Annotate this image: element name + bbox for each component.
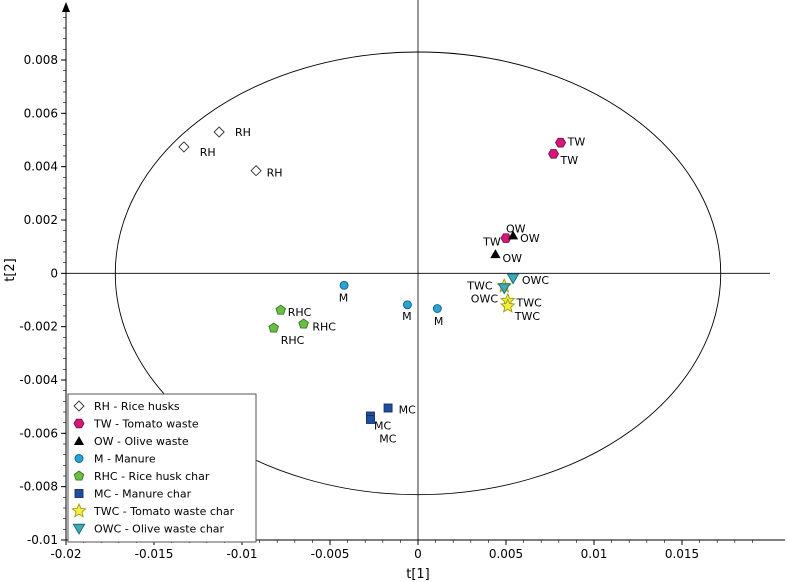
point-label: RH — [235, 126, 251, 139]
x-tick-label: 0.005 — [489, 547, 523, 561]
y-tick-label: 0.008 — [24, 53, 58, 67]
point-tw — [500, 233, 512, 243]
x-tick-label: 0.01 — [581, 547, 608, 561]
point-label: M — [434, 315, 444, 328]
y-tick-label: 0.004 — [24, 160, 58, 174]
x-tick-label: -0.005 — [311, 547, 350, 561]
point-m — [339, 280, 349, 290]
point-label: RHC — [312, 321, 336, 334]
y-tick-label: -0.004 — [19, 373, 58, 387]
point-label: OWC — [471, 293, 499, 306]
point-owc — [497, 283, 511, 295]
point-rhc — [298, 318, 309, 329]
legend-label-rhc: RHC - Rice husk char — [94, 470, 210, 483]
point-label: TWC — [466, 279, 493, 292]
point-m — [402, 300, 412, 310]
y-tick-label: -0.01 — [27, 533, 58, 547]
point-label: RH — [267, 167, 283, 180]
point-label: M — [339, 291, 349, 304]
point-owc — [506, 273, 520, 285]
point-label: OW — [520, 232, 540, 245]
point-mc — [383, 403, 393, 413]
point-label: TWC — [516, 297, 543, 310]
y-tick-label: -0.008 — [19, 480, 58, 494]
y-tick-label: 0 — [50, 266, 58, 280]
legend-label-tw: TW - Tomato waste — [93, 418, 199, 431]
legend-marker-rhc — [73, 470, 85, 481]
point-rh — [213, 126, 225, 138]
point-label: OWC — [522, 274, 550, 287]
y-axis-title: t[2] — [3, 258, 18, 282]
point-label: TW — [560, 154, 579, 167]
point-ow — [507, 230, 519, 240]
legend-marker-twc — [71, 502, 87, 518]
point-rh — [250, 165, 262, 177]
point-label: MC — [374, 419, 391, 432]
legend-marker-ow — [73, 436, 85, 445]
confidence-ellipse-layer — [114, 51, 722, 496]
y-axis-arrow — [62, 2, 70, 12]
point-label: RHC — [281, 334, 305, 347]
legend-label-twc: TWC - Tomato waste char — [93, 505, 235, 518]
point-rhc — [275, 304, 287, 315]
point-m — [432, 304, 442, 313]
point-tw — [548, 149, 560, 159]
legend-marker-m — [74, 454, 84, 463]
legend-marker-owc — [72, 523, 86, 535]
legend-label-owc: OWC - Olive waste char — [94, 523, 225, 536]
point-label: MC — [379, 433, 396, 446]
y-tick-label: 0.006 — [24, 106, 58, 120]
x-axis-title: t[1] — [406, 567, 430, 582]
point-label: RH — [200, 146, 216, 159]
y-tick-label: 0.002 — [24, 213, 58, 227]
point-rhc — [268, 322, 279, 333]
point-label: M — [402, 310, 412, 323]
point-label: TW — [567, 135, 586, 148]
point-tw — [555, 137, 567, 148]
legend-marker-mc — [74, 489, 84, 498]
legend-marker-tw — [73, 418, 85, 429]
point-label: OW — [502, 252, 522, 265]
legend-label-m: M - Manure — [94, 453, 156, 466]
point-mc — [366, 415, 375, 424]
point-twc — [499, 297, 516, 313]
legend-box — [67, 393, 257, 543]
y-tick-label: -0.006 — [19, 426, 58, 440]
point-label: OW — [506, 223, 526, 236]
x-tick-label: -0.02 — [50, 547, 81, 561]
legend: RH - Rice husks TW - Tomato waste OW - Oli… — [67, 393, 257, 543]
point-label: TW — [482, 235, 501, 248]
x-tick-label: 0 — [414, 547, 422, 561]
point-label: RHC — [288, 306, 312, 319]
point-label: TWC — [514, 310, 541, 323]
x-tick-label: -0.015 — [135, 547, 174, 561]
points-layer — [178, 126, 567, 424]
point-rh — [178, 141, 190, 153]
confidence-ellipse — [114, 51, 722, 496]
point-ow — [490, 249, 501, 259]
point-label: MC — [399, 403, 416, 416]
legend-label-rh: RH - Rice husks — [94, 400, 180, 413]
legend-marker-rh — [73, 400, 85, 412]
tick-labels-layer: -0.02 -0.015 -0.01 -0.005 0 0.005 0.01 0.015 -0.… — [19, 53, 699, 561]
x-tick-label: -0.01 — [226, 547, 257, 561]
legend-label-ow: OW - Olive waste — [94, 435, 189, 448]
legend-label-mc: MC - Manure char — [94, 488, 192, 501]
y-tick-label: -0.002 — [19, 320, 58, 334]
x-tick-label: 0.015 — [665, 547, 699, 561]
